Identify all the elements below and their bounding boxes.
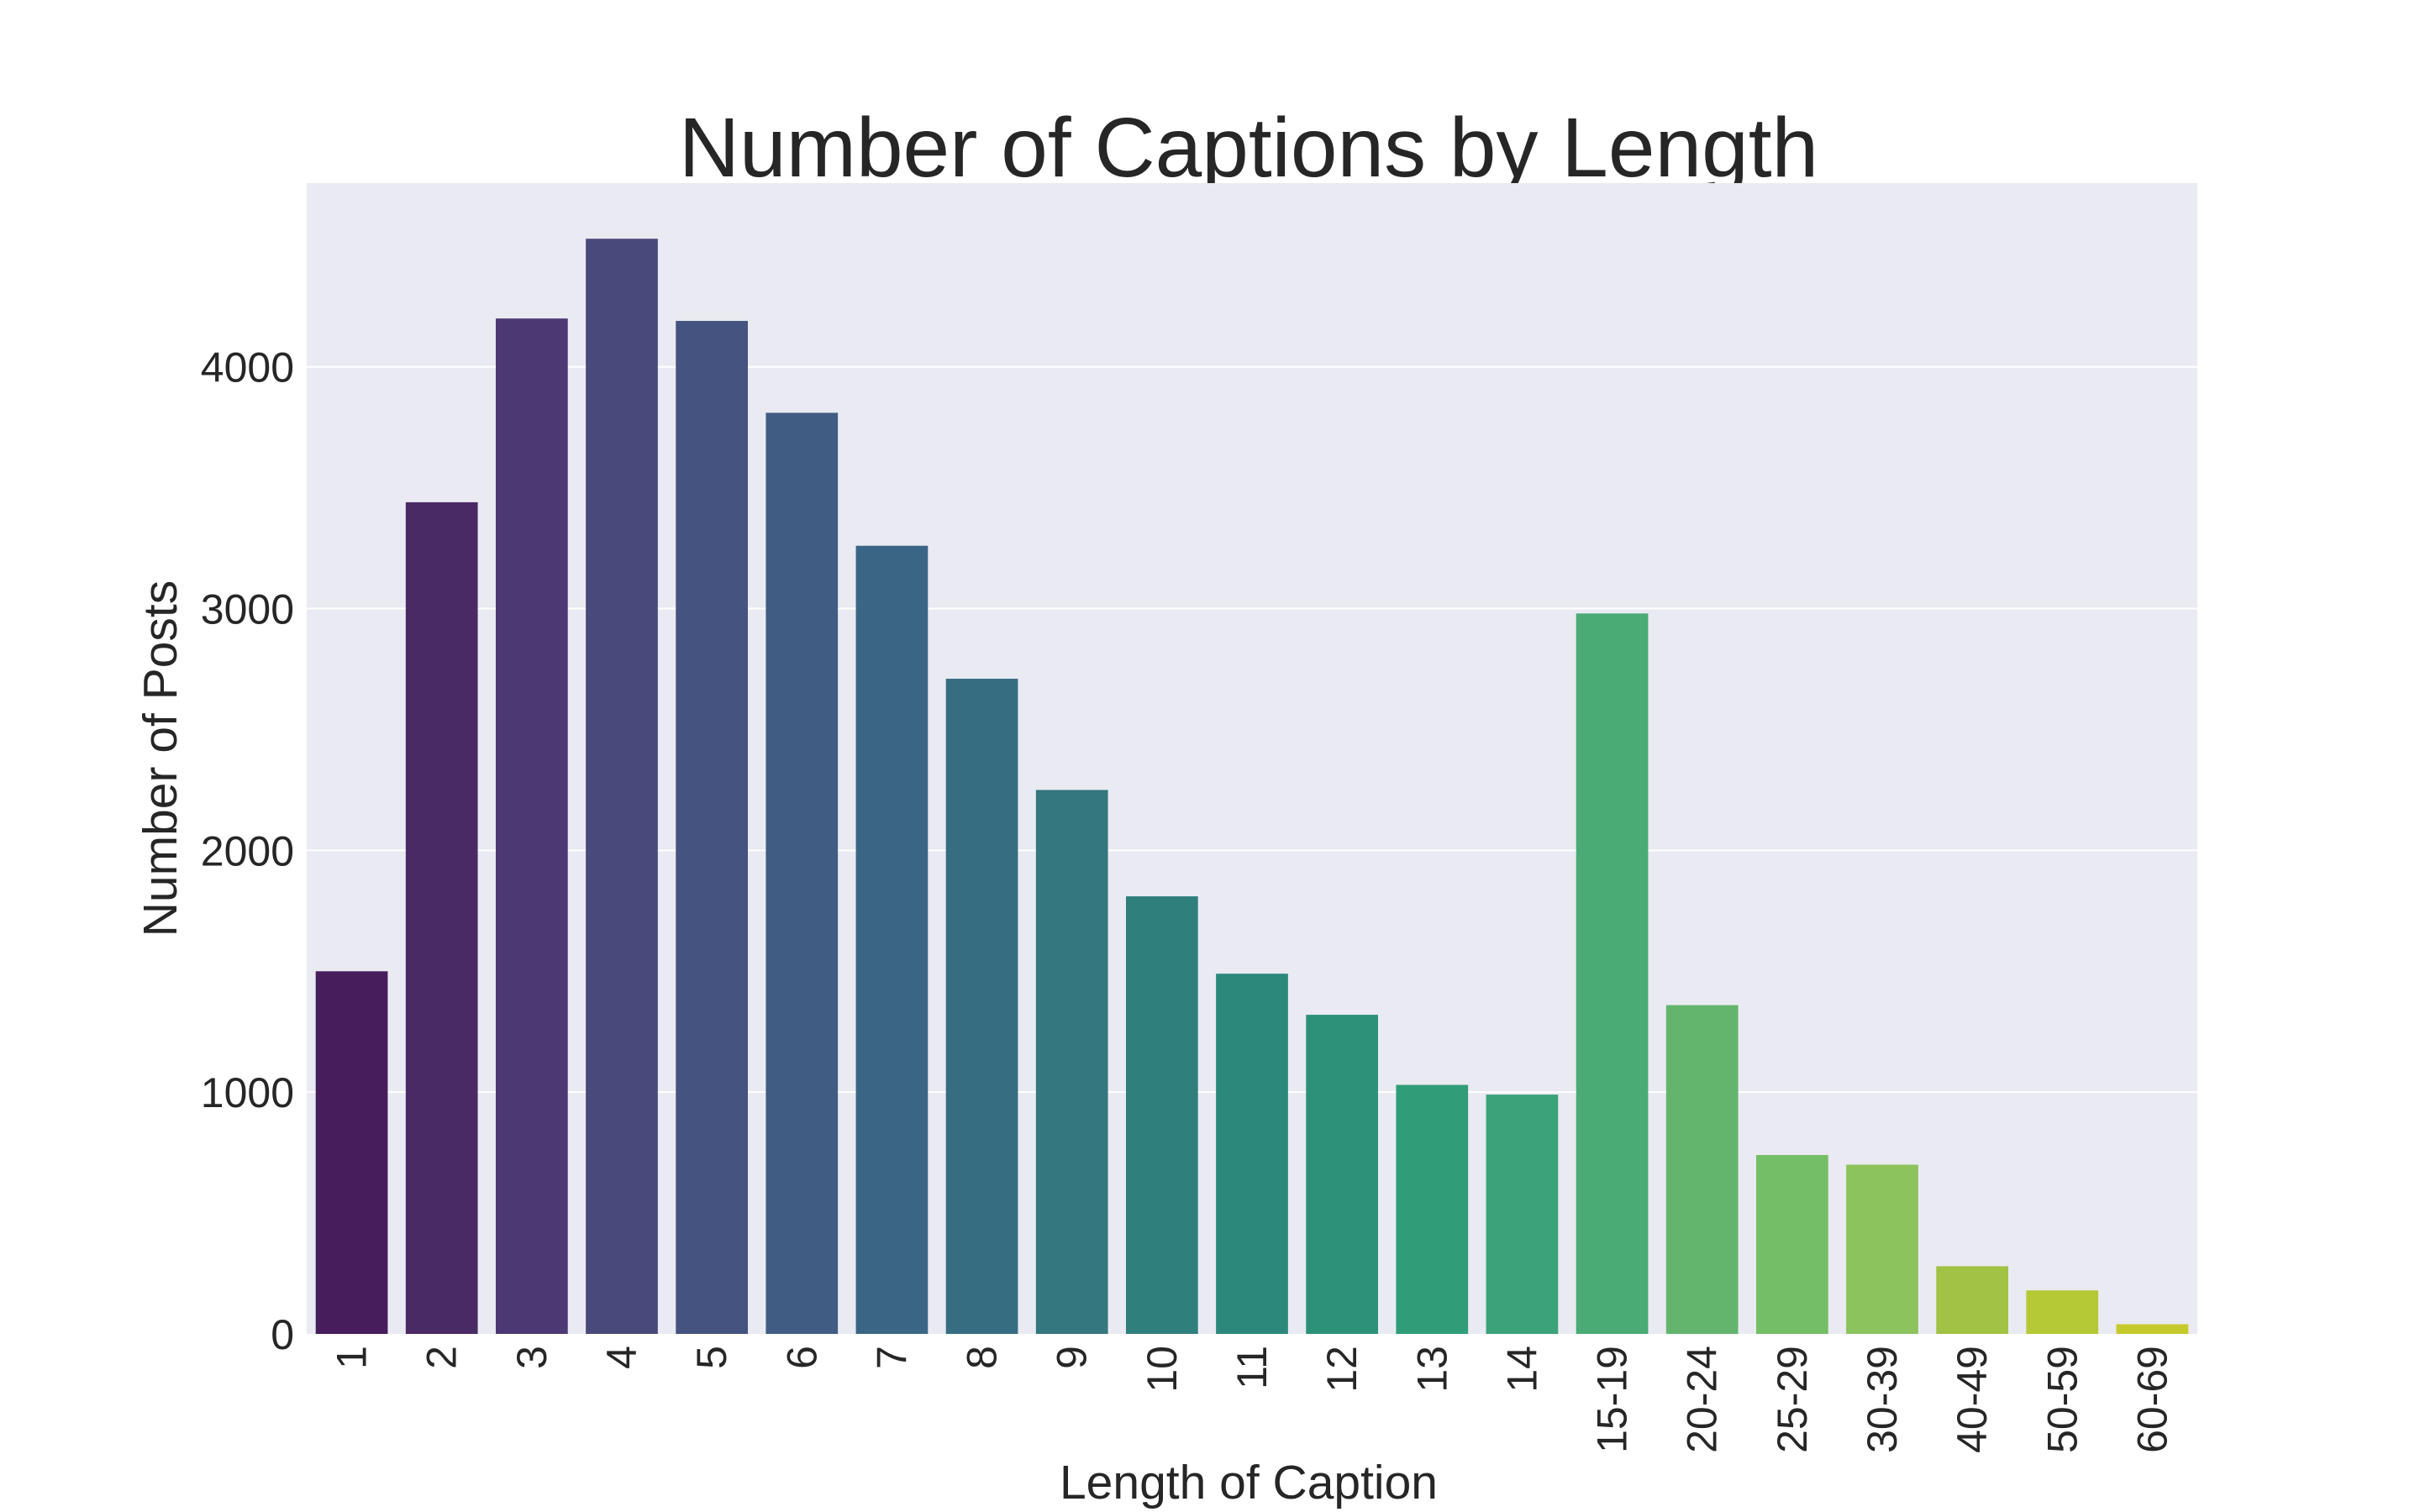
- x-tick-label: 15-19: [1589, 1346, 1636, 1453]
- x-tick-label: 5: [688, 1346, 735, 1369]
- x-tick-label: 11: [1228, 1346, 1276, 1389]
- bar-2: [405, 501, 478, 1334]
- x-tick-label: 6: [778, 1346, 825, 1369]
- bar-14: [1486, 1095, 1559, 1334]
- x-tick-label: 40-49: [1949, 1346, 1996, 1453]
- bar-20-24: [1665, 1005, 1739, 1334]
- bar-1: [315, 971, 388, 1334]
- x-tick-label: 50-59: [2039, 1346, 2086, 1453]
- bar-60-69: [2116, 1324, 2189, 1334]
- x-tick-label: 60-69: [2128, 1346, 2175, 1453]
- x-axis-label: Length of Caption: [1060, 1456, 1438, 1509]
- x-tick-label: 1: [329, 1346, 376, 1369]
- x-axis-ticks: 1 2 3 4 5 6 7 8 9 10 11 12 13 14 15-19 20-24 25-29 30-39 4…: [329, 1346, 2176, 1453]
- bar-15-19: [1576, 613, 1649, 1334]
- bar-40-49: [1936, 1266, 2008, 1334]
- x-tick-label: 30-39: [1859, 1346, 1906, 1453]
- bar-5: [676, 321, 748, 1334]
- y-tick-label: 3000: [201, 586, 294, 633]
- bar-50-59: [2026, 1290, 2099, 1334]
- bar-9: [1035, 790, 1108, 1334]
- x-tick-label: 25-29: [1769, 1346, 1816, 1453]
- y-tick-label: 0: [271, 1311, 294, 1358]
- y-tick-label: 1000: [201, 1069, 294, 1116]
- bar-6: [765, 412, 839, 1335]
- bar-30-39: [1846, 1164, 1918, 1334]
- bar-25-29: [1756, 1155, 1828, 1334]
- x-tick-label: 20-24: [1679, 1346, 1726, 1453]
- y-tick-label: 4000: [201, 344, 294, 391]
- x-tick-label: 4: [598, 1346, 645, 1369]
- x-tick-label: 9: [1049, 1346, 1096, 1369]
- chart-title: Number of Captions by Length: [679, 101, 1818, 195]
- x-tick-label: 3: [508, 1346, 555, 1369]
- bars: [315, 239, 2189, 1335]
- bar-11: [1216, 974, 1288, 1334]
- bar-4: [586, 239, 658, 1334]
- x-tick-label: 7: [868, 1346, 915, 1369]
- bar-12: [1306, 1015, 1378, 1334]
- bar-3: [496, 318, 568, 1334]
- x-tick-label: 13: [1408, 1346, 1455, 1393]
- y-axis-ticks: 0 1000 2000 3000 4000: [201, 344, 294, 1358]
- x-tick-label: 12: [1318, 1346, 1365, 1393]
- bar-8: [945, 679, 1018, 1334]
- x-tick-label: 10: [1139, 1346, 1186, 1393]
- x-tick-label: 14: [1498, 1346, 1545, 1393]
- x-tick-label: 8: [959, 1346, 1006, 1369]
- bar-10: [1126, 896, 1198, 1334]
- bar-7: [855, 545, 929, 1334]
- y-axis-label: Number of Posts: [134, 580, 187, 937]
- x-tick-label: 2: [418, 1346, 466, 1369]
- y-tick-label: 2000: [201, 827, 294, 874]
- bar-13: [1396, 1084, 1469, 1334]
